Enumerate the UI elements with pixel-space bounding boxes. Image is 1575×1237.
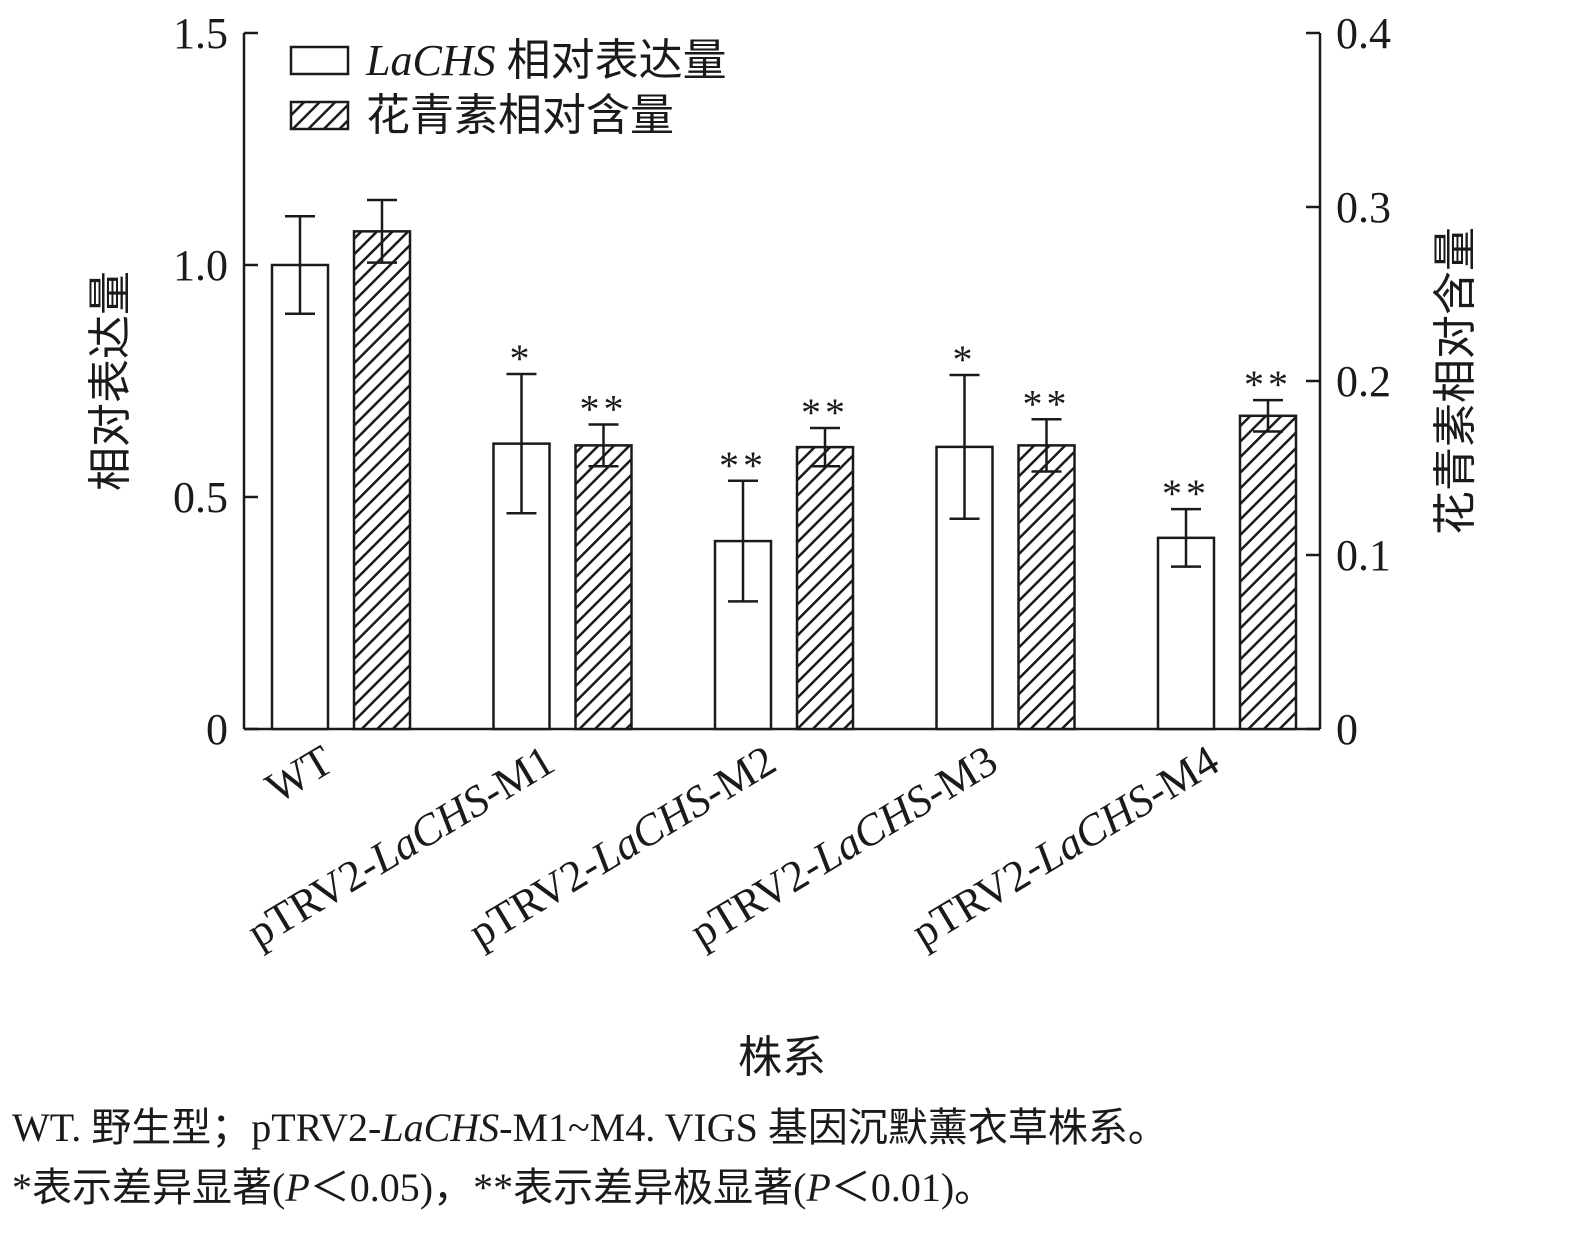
right-tick-label: 0.4 [1336, 9, 1391, 58]
significance-mark: ** [1162, 471, 1210, 516]
significance-mark: ** [580, 387, 628, 432]
significance-mark: ** [719, 443, 767, 488]
caption-line-2: *表示差异显著(P＜0.05)，**表示差异极显著(P＜0.01)。 [12, 1165, 995, 1210]
left-tick-label: 0 [206, 705, 228, 754]
left-tick-label: 0.5 [173, 473, 228, 522]
significance-mark: ** [1023, 381, 1071, 426]
bar-anthocyanin-content [1017, 444, 1076, 731]
right-tick-label: 0.3 [1336, 183, 1391, 232]
bar-chart: 00.51.01.500.10.20.30.4******** ** ** **WTp… [86, 9, 1480, 1082]
significance-mark: * [510, 336, 534, 381]
bar-anthocyanin-content [352, 230, 412, 731]
right-tick-label: 0 [1336, 705, 1358, 754]
bar-anthocyanin-content [574, 444, 633, 731]
legend-label: 花青素相对含量 [366, 91, 674, 140]
legend-swatch-lachs [289, 45, 350, 76]
y2-axis-title: 花青素相对含量 [1431, 227, 1480, 535]
category-label: WT [257, 736, 341, 813]
x-axis-title: 株系 [738, 1033, 826, 1082]
caption-line-1: WT. 野生型；pTRV2-LaCHS-M1~M4. VIGS 基因沉默薰衣草株… [12, 1105, 1168, 1150]
left-tick-label: 1.5 [173, 9, 228, 58]
significance-mark: ** [801, 390, 849, 435]
right-tick-label: 0.1 [1336, 531, 1391, 580]
legend-swatch-anthocyanin [289, 100, 350, 131]
bar-anthocyanin-content [1238, 414, 1298, 731]
right-tick-label: 0.2 [1336, 357, 1391, 406]
bar-anthocyanin-content [795, 445, 855, 731]
legend-label: LaCHS 相对表达量 [365, 36, 727, 85]
y-axis-title: 相对表达量 [86, 271, 135, 491]
bar-lachs-expression [270, 263, 330, 731]
significance-mark: * [953, 337, 977, 382]
left-tick-label: 1.0 [173, 241, 228, 290]
significance-mark: ** [1244, 362, 1292, 407]
